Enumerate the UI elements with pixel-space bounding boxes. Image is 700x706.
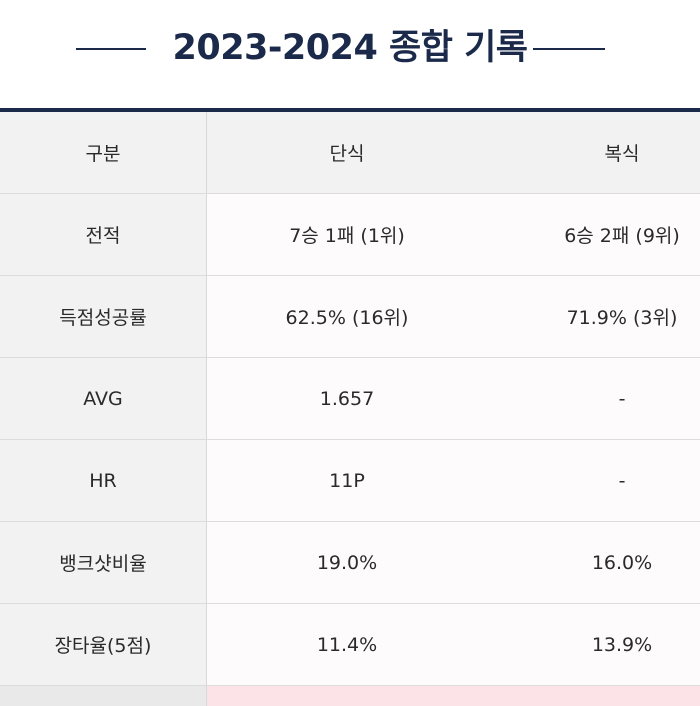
doubles-value: - <box>618 469 626 492</box>
table-row-slugging: 장타율(5점) 11.4% 13.9% <box>0 604 700 686</box>
header-doubles: 복식 <box>604 143 640 165</box>
table-top-rule <box>0 108 700 112</box>
table-header-row: 구분 단식 복식 <box>0 112 700 194</box>
row-label: HR <box>0 440 207 521</box>
doubles-value: 13.9% <box>591 633 653 656</box>
singles-value: 11P <box>329 469 365 492</box>
table-row-record: 전적 7승 1패 (1위) 6승 2패 (9위) <box>0 194 700 276</box>
row-label: 전적 <box>0 194 207 275</box>
table-row-hr: HR 11P - <box>0 440 700 522</box>
stats-table: 구분 단식 복식 전적 7승 1패 (1위) 6승 2패 (9위) 득점성공률 … <box>0 112 700 706</box>
singles-value: 1.657 <box>319 387 375 410</box>
title-bar: 2023-2024 종합 기록 <box>0 0 700 108</box>
doubles-value: 16.0% <box>591 551 653 574</box>
singles-value: 11.4% <box>316 633 378 656</box>
singles-value: 62.5% (16위) <box>285 307 409 329</box>
row-label: 득점성공률 <box>0 276 207 357</box>
table-row-scoring-rate: 득점성공률 62.5% (16위) 71.9% (3위) <box>0 276 700 358</box>
doubles-value: - <box>618 387 626 410</box>
row-label: AVG <box>0 358 207 439</box>
singles-value: 7승 1패 (1위) <box>289 225 405 247</box>
header-category: 구분 <box>0 112 207 193</box>
title-decoration-right <box>533 48 605 50</box>
header-singles: 단식 <box>329 143 365 165</box>
title-decoration-left <box>76 48 146 50</box>
row-label: 뱅크샷비율 <box>0 522 207 603</box>
doubles-value: 6승 2패 (9위) <box>564 225 680 247</box>
row-label: 장타율(5점) <box>0 604 207 685</box>
table-row-partial <box>0 686 700 706</box>
table-row-bank-shot-ratio: 뱅크샷비율 19.0% 16.0% <box>0 522 700 604</box>
row-label-partial <box>0 686 207 706</box>
page-title: 2023-2024 종합 기록 <box>172 28 528 68</box>
singles-value: 19.0% <box>316 551 378 574</box>
doubles-value: 71.9% (3위) <box>566 307 678 329</box>
table-row-avg: AVG 1.657 - <box>0 358 700 440</box>
